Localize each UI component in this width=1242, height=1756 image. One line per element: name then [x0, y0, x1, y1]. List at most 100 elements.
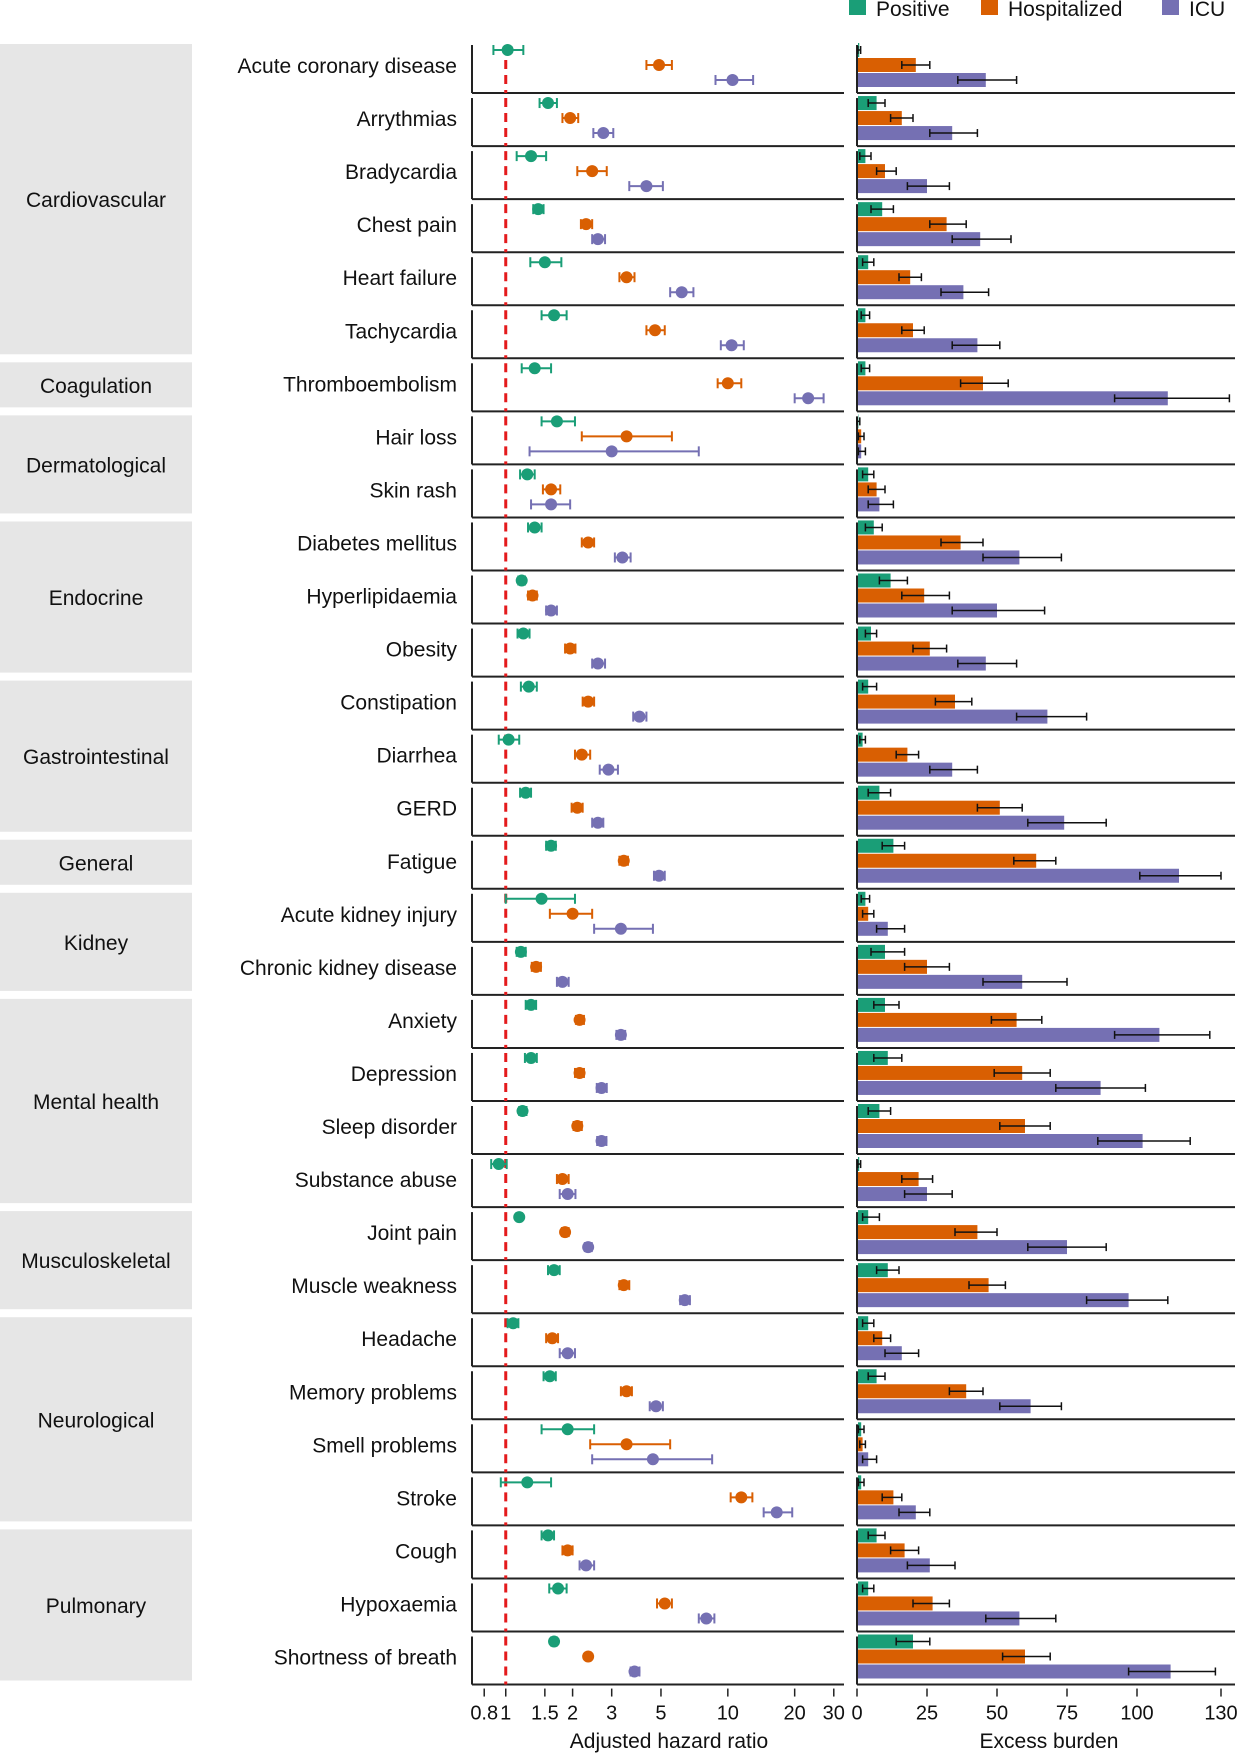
point-memory-problems-hospitalized [620, 1385, 633, 1398]
outcome-label-hyperlipidaemia: Hyperlipidaemia [306, 586, 457, 609]
outcome-label-depression: Depression [351, 1063, 457, 1086]
legend-label-positive: Positive [876, 0, 950, 21]
outcome-label-arrythmias: Arrythmias [357, 108, 457, 131]
group-panel-gastrointestinal [0, 680, 192, 832]
point-muscle-weakness-icu [678, 1294, 691, 1307]
point-arrythmias-hospitalized [564, 112, 577, 125]
outcome-label-anxiety: Anxiety [388, 1010, 457, 1033]
bar-arrythmias-icu [858, 126, 953, 141]
point-sleep-disorder-icu [595, 1135, 608, 1147]
group-label-musculoskeletal: Musculoskeletal [21, 1250, 170, 1273]
point-shortness-of-breath-positive [548, 1635, 561, 1648]
point-hair-loss-icu [605, 445, 618, 458]
point-muscle-weakness-positive [548, 1264, 561, 1277]
point-sleep-disorder-positive [516, 1105, 529, 1117]
outcome-label-hypoxaemia: Hypoxaemia [340, 1593, 457, 1616]
bar-arrythmias-positive [858, 96, 877, 111]
bar-diabetes-mellitus-icu [858, 550, 1020, 565]
point-cough-icu [580, 1559, 593, 1572]
bar-skin-rash-hospitalized [858, 482, 877, 497]
bar-joint-pain-hospitalized [858, 1225, 978, 1240]
point-stroke-hospitalized [735, 1491, 748, 1504]
forest-x-tick-label: 1 [500, 1703, 511, 1725]
point-smell-problems-icu [646, 1453, 659, 1466]
bar-heart-failure-icu [858, 285, 964, 300]
point-chest-pain-positive [532, 203, 545, 216]
bar-gerd-icu [858, 815, 1065, 830]
bar-bradycardia-icu [858, 179, 927, 194]
point-muscle-weakness-hospitalized [617, 1279, 630, 1292]
legend-swatch-hospitalized [981, 0, 998, 15]
bar-shortness-of-breath-positive [858, 1634, 913, 1649]
point-tachycardia-positive [548, 309, 561, 322]
point-substance-abuse-hospitalized [556, 1173, 569, 1186]
bar-depression-icu [858, 1080, 1101, 1095]
point-heart-failure-icu [675, 286, 688, 299]
legend-swatch-icu [1162, 0, 1179, 15]
bar-chronic-kidney-disease-hospitalized [858, 959, 927, 974]
outcome-label-heart-failure: Heart failure [343, 267, 457, 290]
bar-fatigue-hospitalized [858, 853, 1037, 868]
bar-shortness-of-breath-hospitalized [858, 1649, 1025, 1664]
bar-hyperlipidaemia-positive [858, 573, 891, 588]
point-heart-failure-hospitalized [620, 271, 633, 284]
group-panel-coagulation [0, 362, 192, 408]
bar-acute-coronary-disease-icu [858, 73, 986, 87]
outcome-label-diabetes-mellitus: Diabetes mellitus [297, 532, 457, 555]
outcome-label-fatigue: Fatigue [387, 851, 457, 874]
point-chronic-kidney-disease-hospitalized [530, 960, 543, 973]
point-hyperlipidaemia-positive [515, 574, 528, 587]
point-heart-failure-positive [538, 256, 551, 269]
outcome-label-muscle-weakness: Muscle weakness [291, 1275, 457, 1298]
point-hyperlipidaemia-hospitalized [526, 589, 539, 602]
outcome-label-tachycardia: Tachycardia [345, 320, 457, 343]
bar-chronic-kidney-disease-icu [858, 974, 1023, 989]
bar-gerd-hospitalized [858, 800, 1000, 815]
point-constipation-hospitalized [582, 695, 595, 708]
point-depression-icu [595, 1081, 608, 1094]
group-label-neurological: Neurological [38, 1409, 155, 1432]
row-labels: Acute coronary disease Arrythmias Bradycar… [238, 55, 458, 1670]
axes: 0.8 1 1.5 2 3 5 10 20 30 0 25 50 75 100 130 [470, 1688, 1238, 1725]
forest-x-tick-label: 30 [823, 1703, 845, 1725]
bar-x-tick-label: 50 [986, 1703, 1008, 1725]
point-tachycardia-hospitalized [649, 324, 662, 337]
point-bradycardia-icu [640, 180, 653, 193]
outcome-label-skin-rash: Skin rash [369, 479, 457, 502]
outcome-label-chest-pain: Chest pain [357, 214, 457, 237]
bar-hyperlipidaemia-hospitalized [858, 588, 925, 603]
bar-memory-problems-icu [858, 1399, 1031, 1414]
legend-label-hospitalized: Hospitalized [1008, 0, 1122, 21]
legend-swatch-positive [849, 0, 866, 15]
bar-substance-abuse-icu [858, 1187, 927, 1202]
group-panel-cardiovascular [0, 44, 192, 355]
bar-cough-hospitalized [858, 1543, 905, 1558]
point-skin-rash-positive [521, 468, 534, 481]
forest-x-tick-label: 5 [655, 1703, 666, 1725]
point-hypoxaemia-hospitalized [658, 1597, 671, 1610]
outcome-label-hair-loss: Hair loss [375, 426, 457, 449]
bar-muscle-weakness-positive [858, 1263, 888, 1278]
group-label-general: General [59, 852, 134, 875]
forest-x-tick-label: 1.5 [531, 1703, 559, 1725]
bar-anxiety-icu [858, 1027, 1160, 1042]
bar-shortness-of-breath-icu [858, 1664, 1171, 1679]
group-label-kidney: Kidney [64, 932, 129, 955]
point-anxiety-icu [614, 1028, 627, 1041]
bar-muscle-weakness-hospitalized [858, 1278, 989, 1293]
bar-tachycardia-icu [858, 338, 978, 353]
forest-x-tick-label: 3 [606, 1703, 617, 1725]
point-joint-pain-icu [582, 1241, 595, 1254]
point-bradycardia-positive [525, 150, 538, 163]
bar-hyperlipidaemia-icu [858, 603, 997, 618]
group-label-coagulation: Coagulation [40, 375, 152, 398]
forest-plot [471, 44, 844, 1686]
excess-burden-plot [856, 43, 1235, 1686]
point-hypoxaemia-icu [700, 1612, 713, 1625]
point-tachycardia-icu [725, 339, 738, 352]
point-chronic-kidney-disease-positive [514, 945, 527, 958]
point-fatigue-positive [545, 839, 558, 852]
bar-chest-pain-positive [858, 202, 883, 217]
bar-obesity-hospitalized [858, 641, 930, 656]
